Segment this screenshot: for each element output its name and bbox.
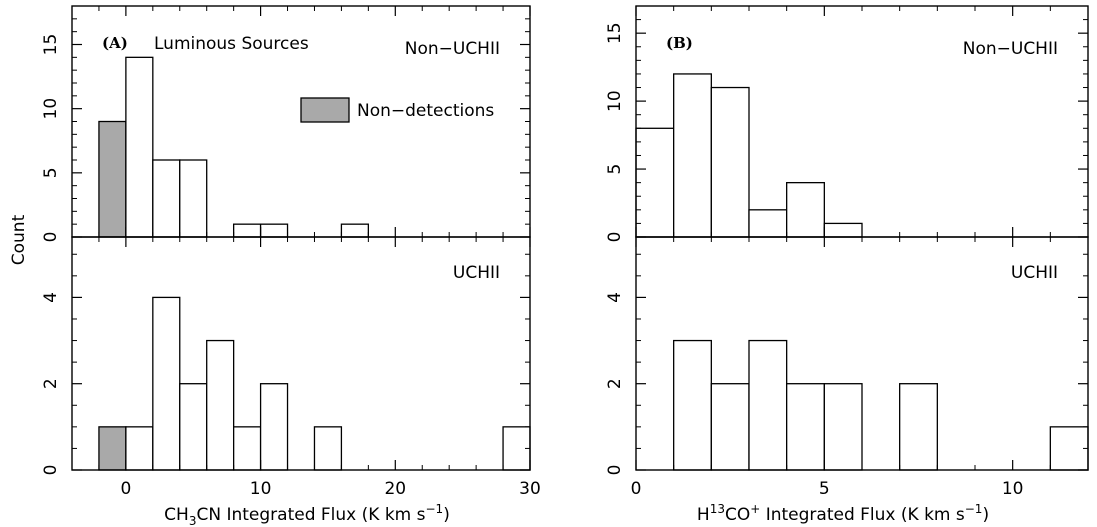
- histogram-bar-a-upper-4: [232, 223, 262, 238]
- x-tick-label-b-2: 10: [1002, 479, 1024, 499]
- y-tick-label-b-upper-0: 0: [605, 232, 625, 243]
- legend-label-a: Non−detections: [357, 101, 494, 121]
- x-axis-label-a-part-3: −1: [425, 502, 443, 516]
- x-tick-label-b-0: 0: [631, 479, 642, 499]
- x-axis-label-b-part-6: ): [982, 505, 989, 525]
- x-axis-label-b-part-0: H: [697, 505, 710, 525]
- subpanel-a-upper: 0 5 10 15 Non−UCHII (A) Luminous Sources Non−de…: [41, 5, 531, 243]
- histogram-bar-a-lower-4: [206, 339, 235, 471]
- y-tick-label-b-lower-1: 2: [605, 378, 625, 389]
- histogram-bar-b-upper-2: [710, 86, 750, 238]
- x-axis-label-b-part-3: +: [750, 502, 760, 516]
- histogram-bar-b-lower-4: [823, 383, 863, 471]
- x-axis-label-a-part-1: 3: [189, 514, 197, 527]
- panel-b-h13co-histograms: 0 5 10 15 Non−UCHII (B) 0 2 4 UCHII 0 5 10: [605, 5, 1089, 499]
- histogram-bar-a-upper-2: [152, 159, 181, 238]
- subpanel-a-lower: 0 2 4 UCHII: [41, 236, 531, 476]
- panel-title-a: Luminous Sources: [154, 34, 309, 54]
- histogram-bar-b-upper-4: [786, 181, 825, 238]
- nondetection-bar-a-lower-0: [98, 426, 127, 471]
- histogram-bar-a-lower-6: [259, 383, 289, 471]
- y-tick-label-a-lower-2: 4: [41, 292, 61, 303]
- x-axis-label-a-part-4: ): [443, 505, 450, 525]
- histogram-bar-b-upper-0: [635, 127, 675, 238]
- subpanel-b-lower: 0 2 4 UCHII: [605, 236, 1089, 476]
- x-axis-label-b-part-1: 13: [710, 502, 725, 516]
- histogram-bar-b-lower-2: [748, 339, 788, 471]
- panel-label-a: (A): [102, 34, 128, 52]
- y-axis-label: Count: [9, 214, 29, 265]
- y-tick-label-a-lower-1: 2: [41, 378, 61, 389]
- plot-frame-a-lower: [71, 236, 531, 471]
- subpanel-b-upper: 0 5 10 15 Non−UCHII (B): [605, 5, 1089, 243]
- y-tick-label-a-upper-1: 5: [41, 167, 61, 178]
- subpanel-label-b-upper: Non−UCHII: [963, 39, 1058, 59]
- x-tick-label-a-0: 0: [120, 479, 131, 499]
- histogram-bar-a-upper-5: [259, 223, 289, 238]
- subpanel-label-a-lower: UCHII: [453, 263, 500, 283]
- x-axis-label-b-part-2: CO: [725, 505, 750, 525]
- y-tick-label-b-lower-2: 4: [605, 292, 625, 303]
- panel-label-b: (B): [666, 34, 693, 52]
- x-axis-label-a-part-0: CH: [164, 505, 189, 525]
- x-axis-label-a: CH3CN Integrated Flux (K km s−1): [164, 502, 450, 527]
- histogram-bar-b-upper-3: [748, 209, 788, 238]
- histogram-bar-a-lower-1: [125, 426, 154, 471]
- subpanel-label-b-lower: UCHII: [1011, 263, 1058, 283]
- histogram-bar-b-lower-6: [1049, 426, 1089, 471]
- histogram-bar-b-lower-0: [673, 339, 712, 471]
- histogram-bar-a-lower-7: [313, 426, 343, 471]
- histogram-bar-b-lower-5: [899, 383, 938, 471]
- histogram-bar-a-upper-1: [125, 56, 154, 238]
- histogram-bar-a-lower-3: [179, 383, 208, 471]
- panel-a-ch3cn-histograms: 0 5 10 15 Non−UCHII (A) Luminous Sources Non−de…: [41, 5, 541, 499]
- y-tick-label-a-upper-3: 15: [41, 34, 61, 56]
- histogram-bar-a-upper-6: [340, 223, 370, 238]
- histogram-bar-a-lower-5: [232, 426, 262, 471]
- nondetection-bar-a-upper-0: [98, 120, 127, 238]
- y-tick-label-a-lower-0: 0: [41, 465, 61, 476]
- y-tick-label-b-upper-1: 5: [605, 164, 625, 175]
- legend-swatch-a: [300, 97, 350, 123]
- x-axis-label-b-part-4: Integrated Flux (K km s: [760, 505, 965, 525]
- histogram-bar-b-lower-1: [710, 383, 750, 471]
- subpanel-label-a-upper: Non−UCHII: [405, 39, 500, 59]
- histogram-bar-b-upper-1: [673, 73, 712, 238]
- histogram-bar-b-upper-5: [823, 222, 863, 238]
- x-tick-label-a-1: 10: [250, 479, 272, 499]
- x-axis-label-b-part-5: −1: [965, 502, 983, 516]
- y-tick-label-a-upper-2: 10: [41, 98, 61, 120]
- x-tick-label-a-2: 20: [384, 479, 406, 499]
- y-tick-label-b-upper-3: 15: [605, 22, 625, 44]
- x-axis-label-b: H13CO+ Integrated Flux (K km s−1): [697, 502, 989, 525]
- histogram-bar-a-upper-3: [179, 159, 208, 238]
- x-tick-label-a-3: 30: [519, 479, 541, 499]
- histogram-bar-a-lower-2: [152, 296, 181, 471]
- histogram-bar-b-lower-3: [786, 383, 825, 471]
- y-tick-label-a-upper-0: 0: [41, 232, 61, 243]
- x-axis-label-a-part-2: CN Integrated Flux (K km s: [196, 505, 425, 525]
- y-tick-label-b-lower-0: 0: [605, 465, 625, 476]
- x-tick-label-b-1: 5: [819, 479, 830, 499]
- y-tick-label-b-upper-2: 10: [605, 90, 625, 112]
